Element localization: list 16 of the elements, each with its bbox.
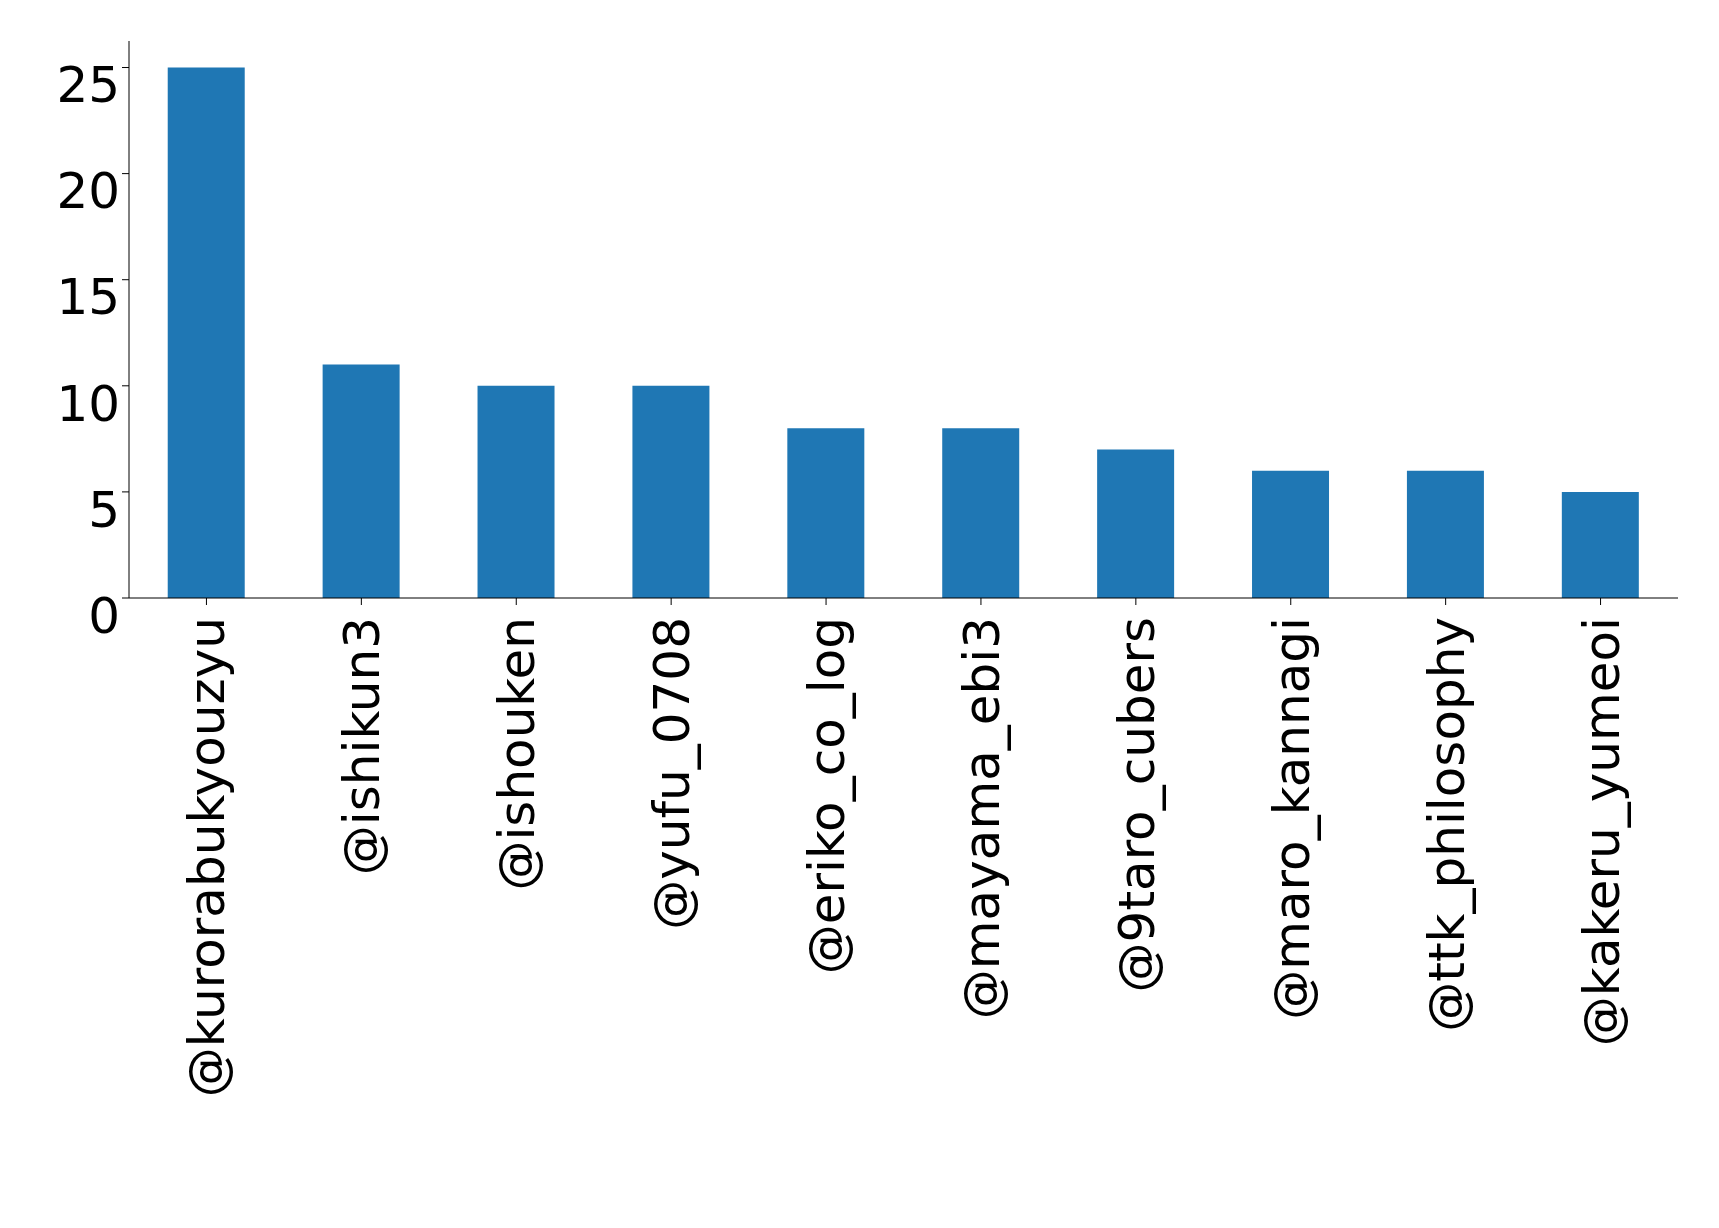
y-tick-label: 0 xyxy=(88,586,120,645)
x-tick-label: @kurorabukyouzyu xyxy=(178,617,237,1098)
x-tick-label: @ttk_philosophy xyxy=(1417,617,1476,1032)
y-tick-label: 10 xyxy=(56,374,120,433)
y-tick-label: 20 xyxy=(56,162,120,221)
x-tick-label: @eriko_co_log xyxy=(798,617,857,975)
x-tick-label: @ishouken xyxy=(488,617,547,891)
x-tick-label: @ishikun3 xyxy=(333,617,392,876)
x-tick-label: @mayama_ebi3 xyxy=(952,617,1011,1020)
x-tick-label: @yufu_0708 xyxy=(643,617,702,930)
y-tick-label: 15 xyxy=(56,268,120,327)
y-tick-label: 25 xyxy=(56,56,120,115)
x-tick-label: @maro_kannagi xyxy=(1262,617,1321,1020)
x-tick-label: @kakeru_yumeoi xyxy=(1572,617,1631,1047)
x-tick-label: @9taro_cubers xyxy=(1107,617,1166,993)
y-tick-label: 5 xyxy=(88,480,120,539)
